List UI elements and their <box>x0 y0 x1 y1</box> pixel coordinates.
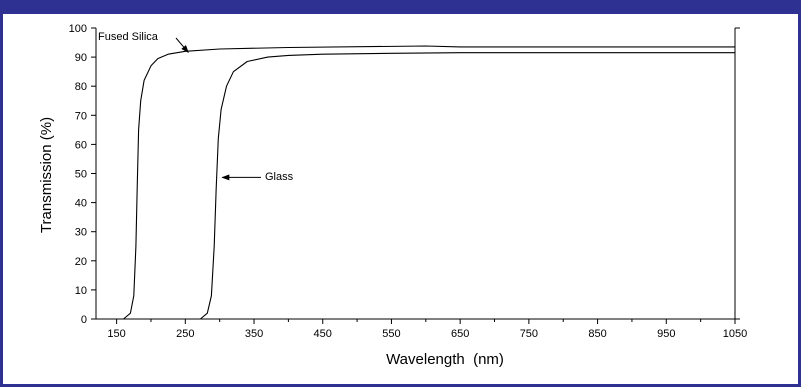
y-tick-label: 60 <box>75 139 87 151</box>
y-tick-label: 30 <box>75 227 87 239</box>
x-tick-label: 950 <box>657 328 675 340</box>
y-tick-label: 50 <box>75 169 87 181</box>
y-tick-label: 40 <box>75 198 87 210</box>
annotation-glass-label: Glass <box>265 171 294 183</box>
y-tick-label: 80 <box>75 81 87 93</box>
x-axis-title: Wavelength (nm) <box>386 351 504 368</box>
annotation-fused-silica-label: Fused Silica <box>98 31 159 43</box>
series-line-fused-silica <box>123 45 735 320</box>
y-tick-label: 90 <box>75 52 87 64</box>
x-tick-label: 450 <box>314 328 332 340</box>
y-tick-label: 10 <box>75 285 87 297</box>
y-tick-label: 70 <box>75 110 87 122</box>
annotation-fused-silica-arrow <box>175 37 189 54</box>
series-line-glass <box>200 52 735 320</box>
x-tick-label: 650 <box>451 328 469 340</box>
x-tick-label: 1050 <box>723 328 747 340</box>
x-tick-label: 150 <box>107 328 125 340</box>
y-tick-label: 20 <box>75 256 87 268</box>
y-axis-title: Transmission (%) <box>38 117 55 233</box>
x-tick-label: 850 <box>588 328 606 340</box>
x-tick-label: 750 <box>520 328 538 340</box>
y-tick-label: 100 <box>69 23 87 35</box>
y-tick-label: 0 <box>81 314 87 326</box>
x-tick-label: 550 <box>382 328 400 340</box>
x-tick-label: 250 <box>176 328 194 340</box>
x-tick-label: 350 <box>245 328 263 340</box>
header-band <box>0 0 801 14</box>
